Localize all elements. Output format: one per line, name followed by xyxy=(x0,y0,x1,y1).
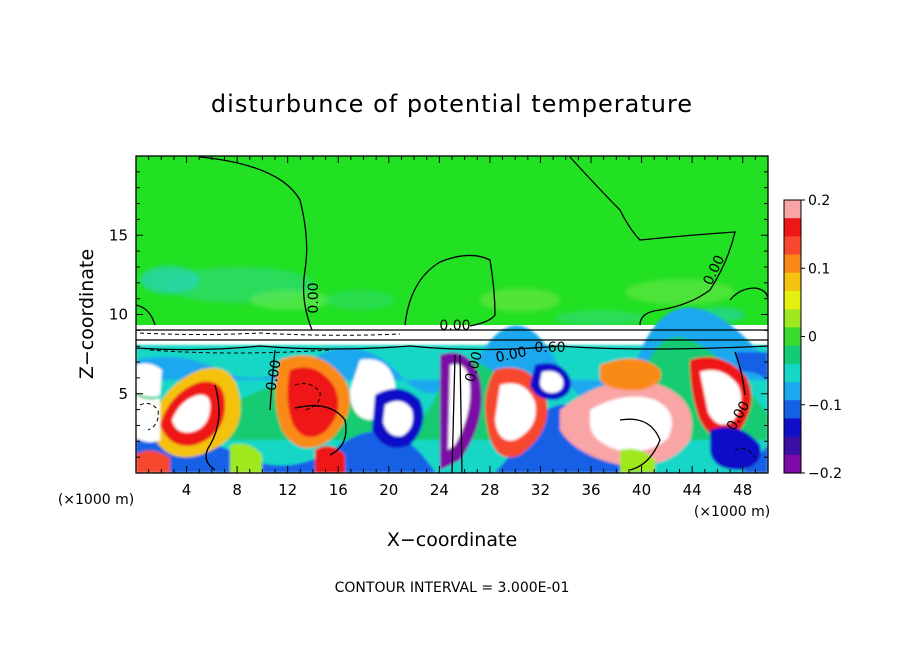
chart-title: disturbunce of potential temperature xyxy=(211,90,693,118)
contour-label: 0.00 xyxy=(263,359,284,392)
x-tick-label: 16 xyxy=(329,481,348,499)
contour-label: 0.00 xyxy=(306,282,322,313)
colorbar-swatch xyxy=(784,272,801,292)
colorbar-tick-label: −0.1 xyxy=(808,398,842,414)
colorbar-swatch xyxy=(784,200,801,219)
x-tick-label: 36 xyxy=(581,481,600,499)
x-tick-label: 32 xyxy=(531,481,550,499)
colorbar-swatch xyxy=(784,454,801,474)
x-tick-label: 4 xyxy=(182,481,192,499)
contour-label: 0.00 xyxy=(439,318,470,334)
colorbar-swatch xyxy=(784,309,801,328)
x-axis-label: X−coordinate xyxy=(387,529,517,551)
colorbar-swatch xyxy=(784,218,801,237)
colorbar-swatch xyxy=(784,382,801,401)
x-tick-label: 48 xyxy=(733,481,752,499)
x-tick-label: 24 xyxy=(430,481,449,499)
contour-label: 0.60 xyxy=(534,340,565,356)
colorbar-swatch xyxy=(784,436,801,456)
x-unit-left: (×1000 m) xyxy=(58,492,134,508)
colorbar-swatch xyxy=(784,291,801,310)
colorbar-tick-label: 0.1 xyxy=(808,261,830,277)
upper-region-patches xyxy=(140,266,745,326)
contour-lines xyxy=(136,156,768,473)
x-tick-label: 8 xyxy=(232,481,242,499)
colorbar-swatch xyxy=(784,363,801,383)
colorbar-swatch xyxy=(784,345,801,365)
colorbar-swatch xyxy=(784,400,801,419)
x-unit-right: (×1000 m) xyxy=(694,504,770,520)
x-tick-label: 20 xyxy=(379,481,398,499)
colorbar-swatch xyxy=(784,236,801,256)
y-tick-label: 10 xyxy=(109,306,128,324)
lower-region xyxy=(136,307,768,473)
colorbar-swatch xyxy=(784,327,801,347)
contour-interval-note: CONTOUR INTERVAL = 3.000E-01 xyxy=(335,580,570,596)
contour-label: 0.00 xyxy=(462,350,486,384)
x-tick-label: 44 xyxy=(683,481,702,499)
x-tick-label: 40 xyxy=(632,481,651,499)
colorbar-swatch xyxy=(784,418,801,438)
y-axis-label: Z−coordinate xyxy=(76,249,98,379)
colorbar-swatch xyxy=(784,254,801,274)
colorbar-tick-label: −0.2 xyxy=(808,466,842,482)
x-tick-label: 28 xyxy=(480,481,499,499)
temperature-field xyxy=(136,156,768,473)
colorbar: 0.2 0.1 0 −0.1 −0.2 xyxy=(783,193,842,482)
colorbar-tick-label: 0 xyxy=(808,330,817,346)
y-tick-label: 5 xyxy=(118,385,128,403)
colorbar-tick-label: 0.2 xyxy=(808,193,830,209)
y-tick-label: 15 xyxy=(109,226,128,244)
contour-label: 0.00 xyxy=(494,344,528,366)
x-tick-label: 12 xyxy=(278,481,297,499)
contour-lines-dashed xyxy=(139,332,756,459)
